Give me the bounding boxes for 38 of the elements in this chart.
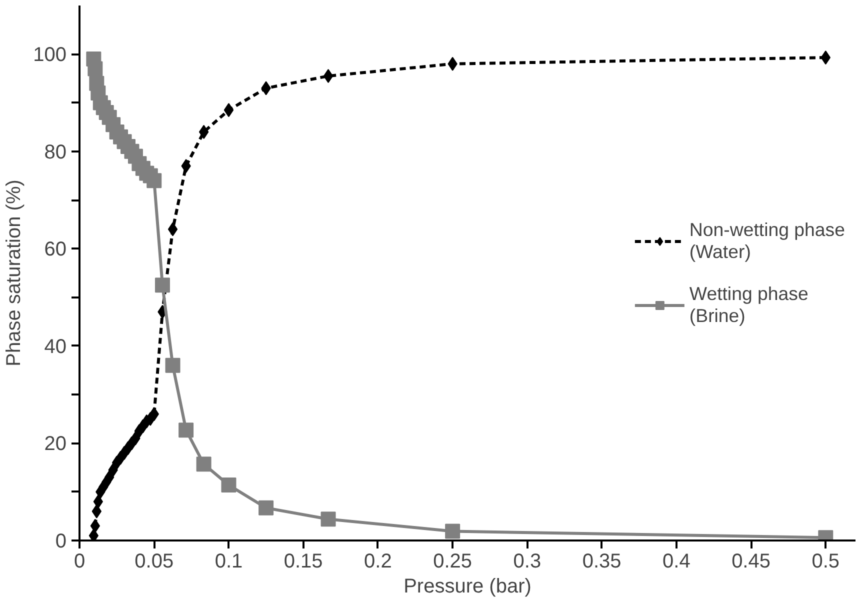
point [198,124,209,139]
y-tick-label: 40 [44,336,67,358]
x-tick-label: 0.35 [582,550,622,572]
x-tick-label: 0.2 [364,550,392,572]
legend-label: Wetting phase (Brine) [689,282,808,326]
x-tick-label: 0 [74,550,86,572]
x-tick-label: 0.3 [513,550,542,572]
point [181,159,191,173]
point [165,358,180,373]
x-tick-label: 0.45 [732,550,771,572]
legend-label: Non-wetting phase (Water) [689,218,845,262]
y-tick-label: 0 [55,530,66,552]
x-tick-label: 0.15 [284,550,323,572]
point [323,69,334,84]
point [224,103,234,118]
point [154,278,170,293]
x-tick-label: 0.4 [662,550,690,572]
x-tick-label: 0.05 [134,550,174,572]
point [221,478,236,493]
y-tick-label: 100 [33,44,67,66]
y-axis-title: Phase saturation (%) [3,180,26,366]
point [88,528,99,540]
x-tick-label: 0.25 [433,550,472,572]
x-tick-label: 0.5 [812,550,840,572]
y-tick-label: 80 [44,141,67,164]
point [258,500,274,516]
point [146,173,162,188]
y-tick-label: 60 [44,238,67,261]
point [196,456,212,472]
point [320,512,336,527]
point [445,524,460,539]
point [90,518,100,533]
y-tick-label: 20 [44,433,67,456]
point [168,222,178,236]
x-tick-label: 0.1 [214,550,243,572]
point [88,61,103,76]
x-axis-title: Pressure (bar) [404,576,532,598]
point [178,422,194,438]
